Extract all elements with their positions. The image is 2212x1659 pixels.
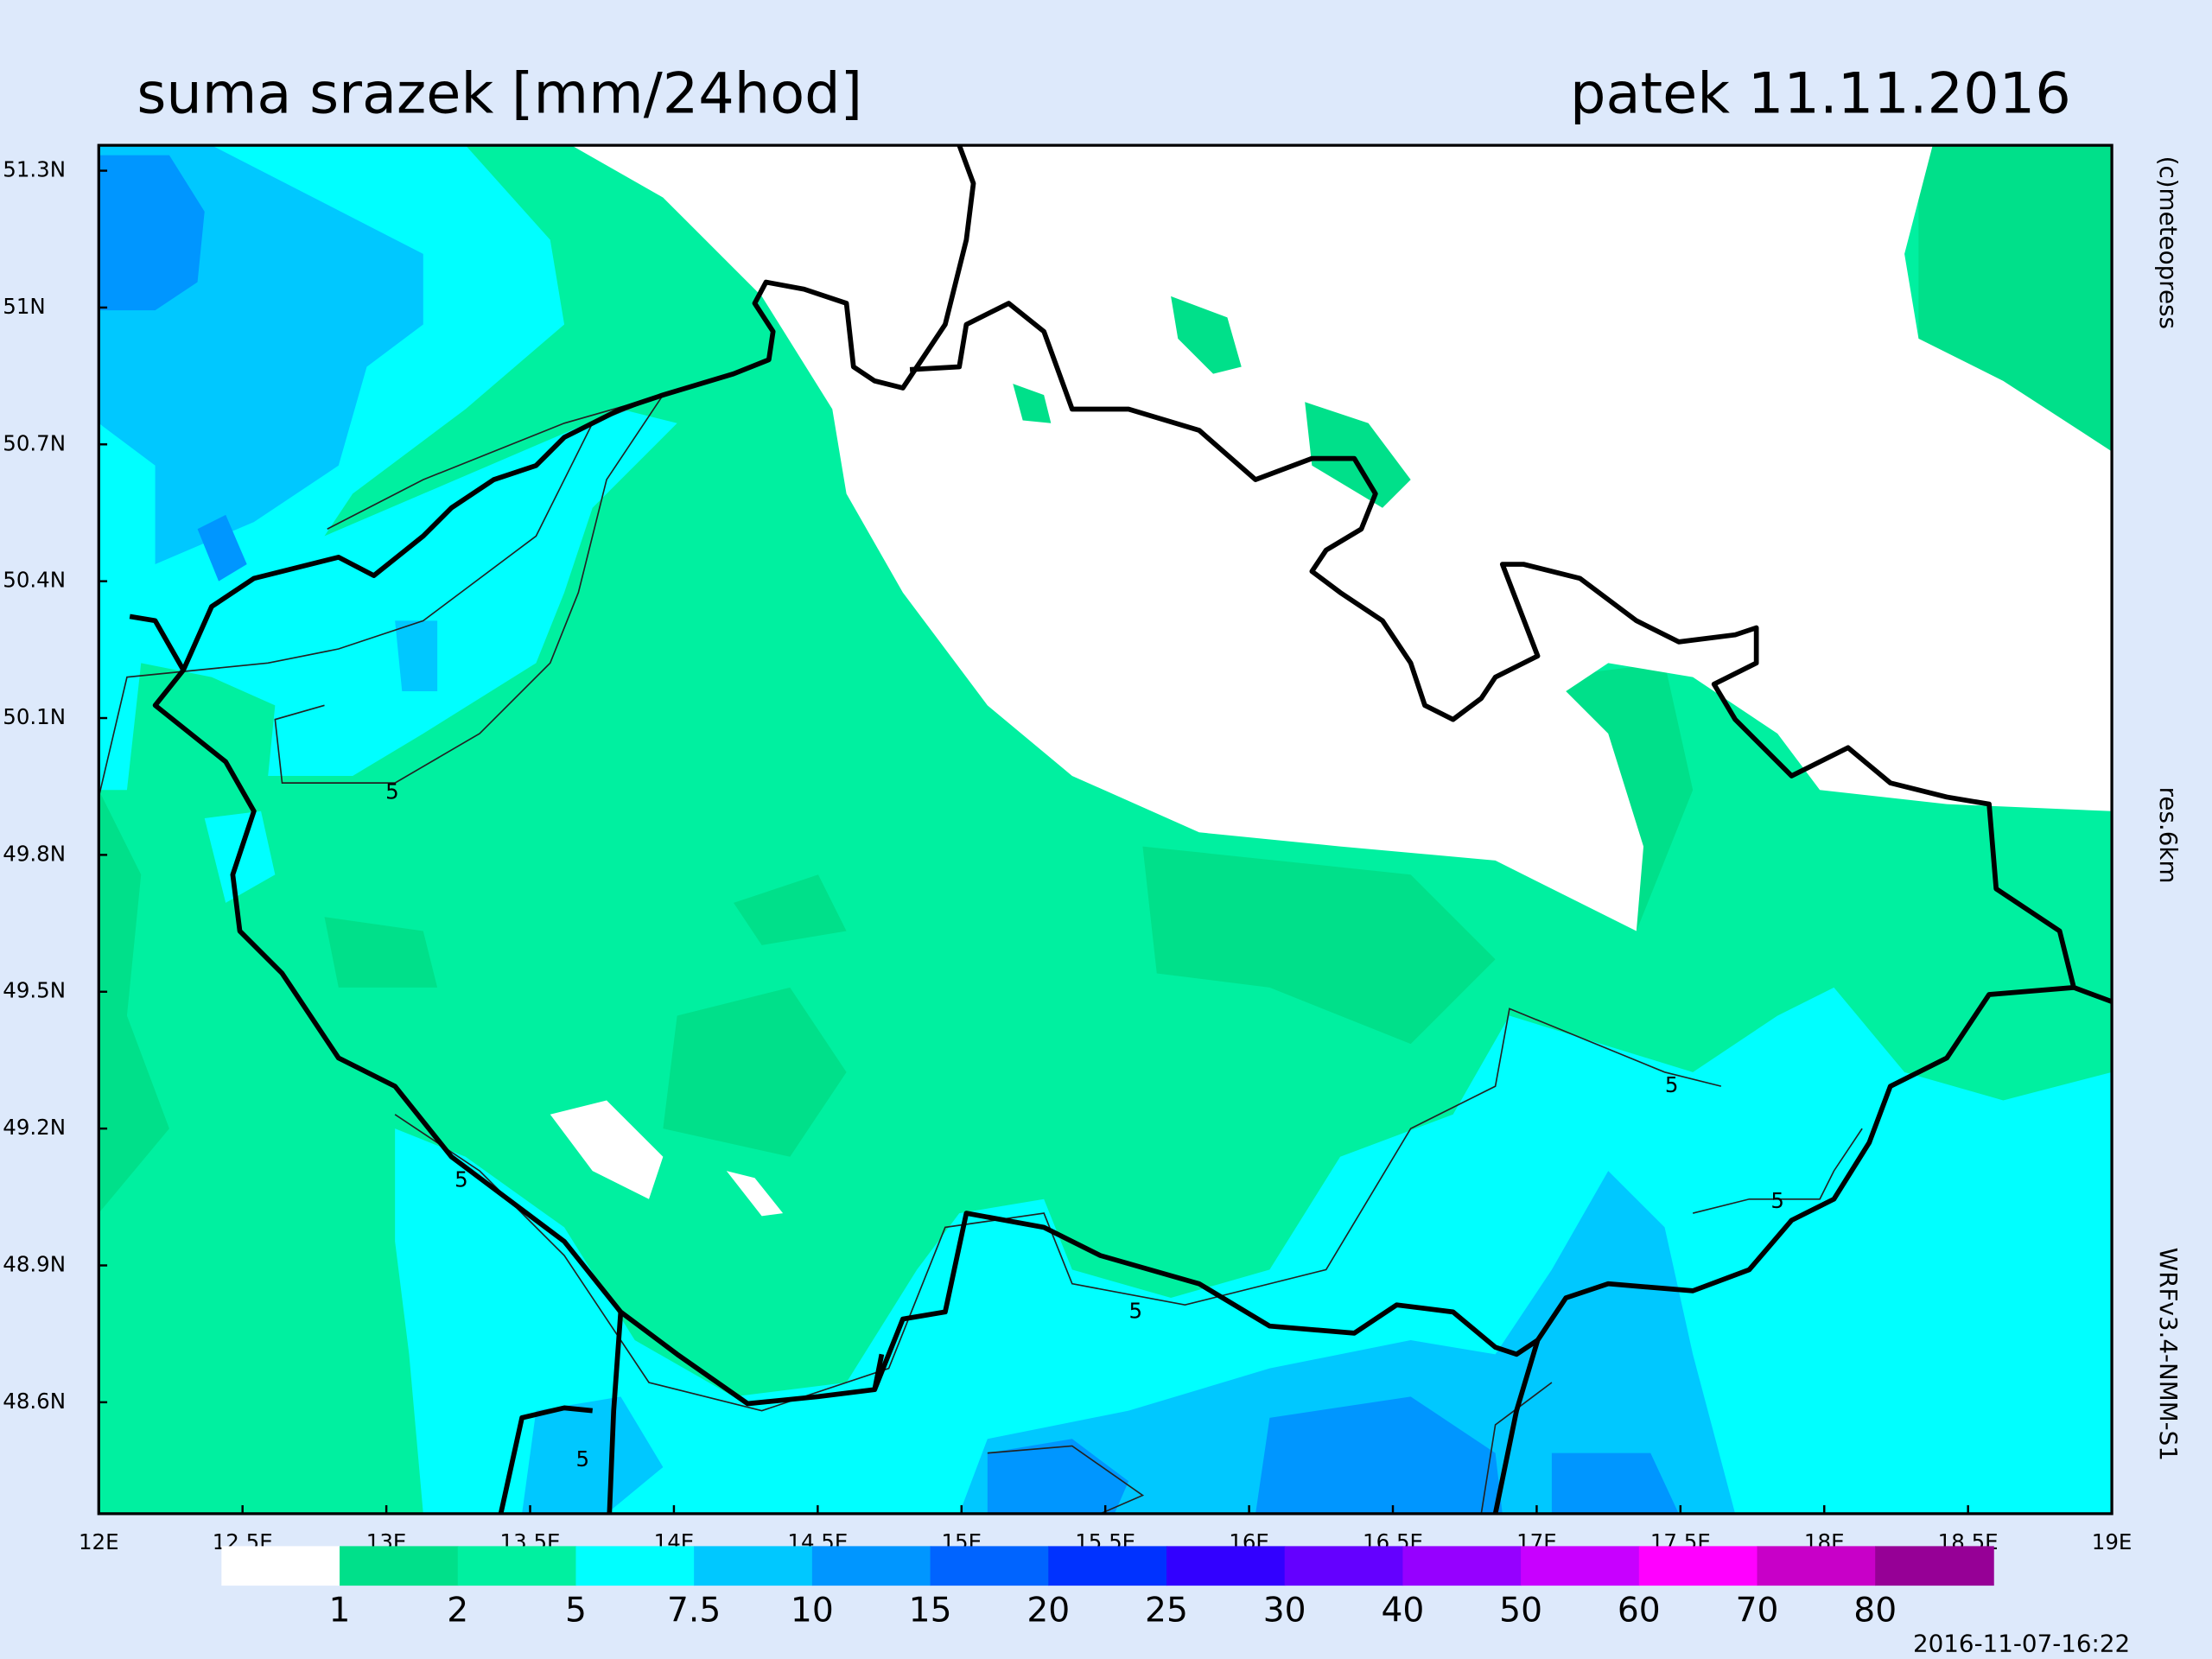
lat-tick-label: 50.4N: [3, 568, 66, 593]
legend-label: 2: [447, 1592, 468, 1630]
legend-label: 60: [1618, 1592, 1661, 1630]
legend-label: 50: [1499, 1592, 1542, 1630]
contour-label: 5: [1665, 1072, 1679, 1097]
contour-label: 5: [575, 1446, 589, 1471]
legend-swatch: [1284, 1546, 1404, 1586]
legend-label: 25: [1145, 1592, 1188, 1630]
lat-tick-label: 49.2N: [3, 1115, 66, 1140]
legend-swatch: [811, 1546, 931, 1586]
precip-field: [99, 145, 2113, 1514]
legend-swatch: [1402, 1546, 1522, 1586]
field-area: [550, 145, 2113, 1453]
lat-tick-label: 51N: [3, 294, 45, 319]
legend-label: 40: [1381, 1592, 1424, 1630]
legend-label: 10: [791, 1592, 834, 1630]
border-line: [1492, 985, 2075, 1515]
side-label: WRFv3.4-NMM-S1: [2154, 1248, 2183, 1461]
lat-tick-label: 51.3N: [3, 157, 66, 182]
legend-swatch: [1757, 1546, 1877, 1586]
lat-tick-label: 49.5N: [3, 978, 66, 1003]
field-area: [1013, 296, 1411, 508]
legend-label: 7.5: [667, 1592, 721, 1630]
lat-tick-label: 50.1N: [3, 704, 66, 729]
legend-swatch: [575, 1546, 695, 1586]
side-label: res.6km: [2154, 787, 2183, 884]
contour-label: 5: [454, 1167, 468, 1192]
border-line: [498, 1405, 593, 1515]
date: patek 11.11.2016: [1570, 61, 2071, 127]
legend-label: 5: [565, 1592, 587, 1630]
side-label: (c)meteopress: [2154, 156, 2183, 329]
timestamp: 2016-11-07-16:22: [1913, 1630, 2130, 1658]
lat-tick-label: 48.9N: [3, 1251, 66, 1276]
contour-line: [99, 393, 1863, 1514]
legend-swatch: [1048, 1546, 1167, 1586]
lon-tick-label: 19E: [2092, 1529, 2133, 1554]
legend-swatch: [340, 1546, 459, 1586]
legend-label: 30: [1263, 1592, 1306, 1630]
legend-label: 80: [1853, 1592, 1897, 1630]
legend-label: 15: [909, 1592, 952, 1630]
contour-label: 5: [385, 779, 399, 804]
legend-swatch: [221, 1546, 340, 1586]
border-line: [129, 144, 976, 673]
legend-swatch: [1875, 1546, 1994, 1586]
legend-swatch: [694, 1546, 813, 1586]
legend-swatch: [1638, 1546, 1758, 1586]
legend-swatch: [1166, 1546, 1286, 1586]
legend-swatch: [457, 1546, 577, 1586]
legend-swatch: [930, 1546, 1050, 1586]
contour-label: 5: [1128, 1298, 1142, 1323]
legend-label: 70: [1736, 1592, 1779, 1630]
border-line: [909, 301, 2113, 1004]
legend-label: 20: [1027, 1592, 1070, 1630]
legend-label: 1: [329, 1592, 351, 1630]
border-line: [872, 1353, 885, 1390]
border-line: [152, 668, 1540, 1407]
border-line: [607, 1312, 624, 1514]
field-area: [99, 145, 1736, 1514]
contour-label: 5: [1770, 1188, 1784, 1213]
lat-tick-label: 50.7N: [3, 430, 66, 455]
legend-swatch: [1521, 1546, 1640, 1586]
lon-tick-label: 12E: [79, 1529, 119, 1554]
lat-tick-label: 49.8N: [3, 841, 66, 866]
borders: [129, 144, 2113, 1515]
lat-tick-label: 48.6N: [3, 1389, 66, 1414]
title: suma srazek [mm/24hod]: [137, 61, 862, 127]
